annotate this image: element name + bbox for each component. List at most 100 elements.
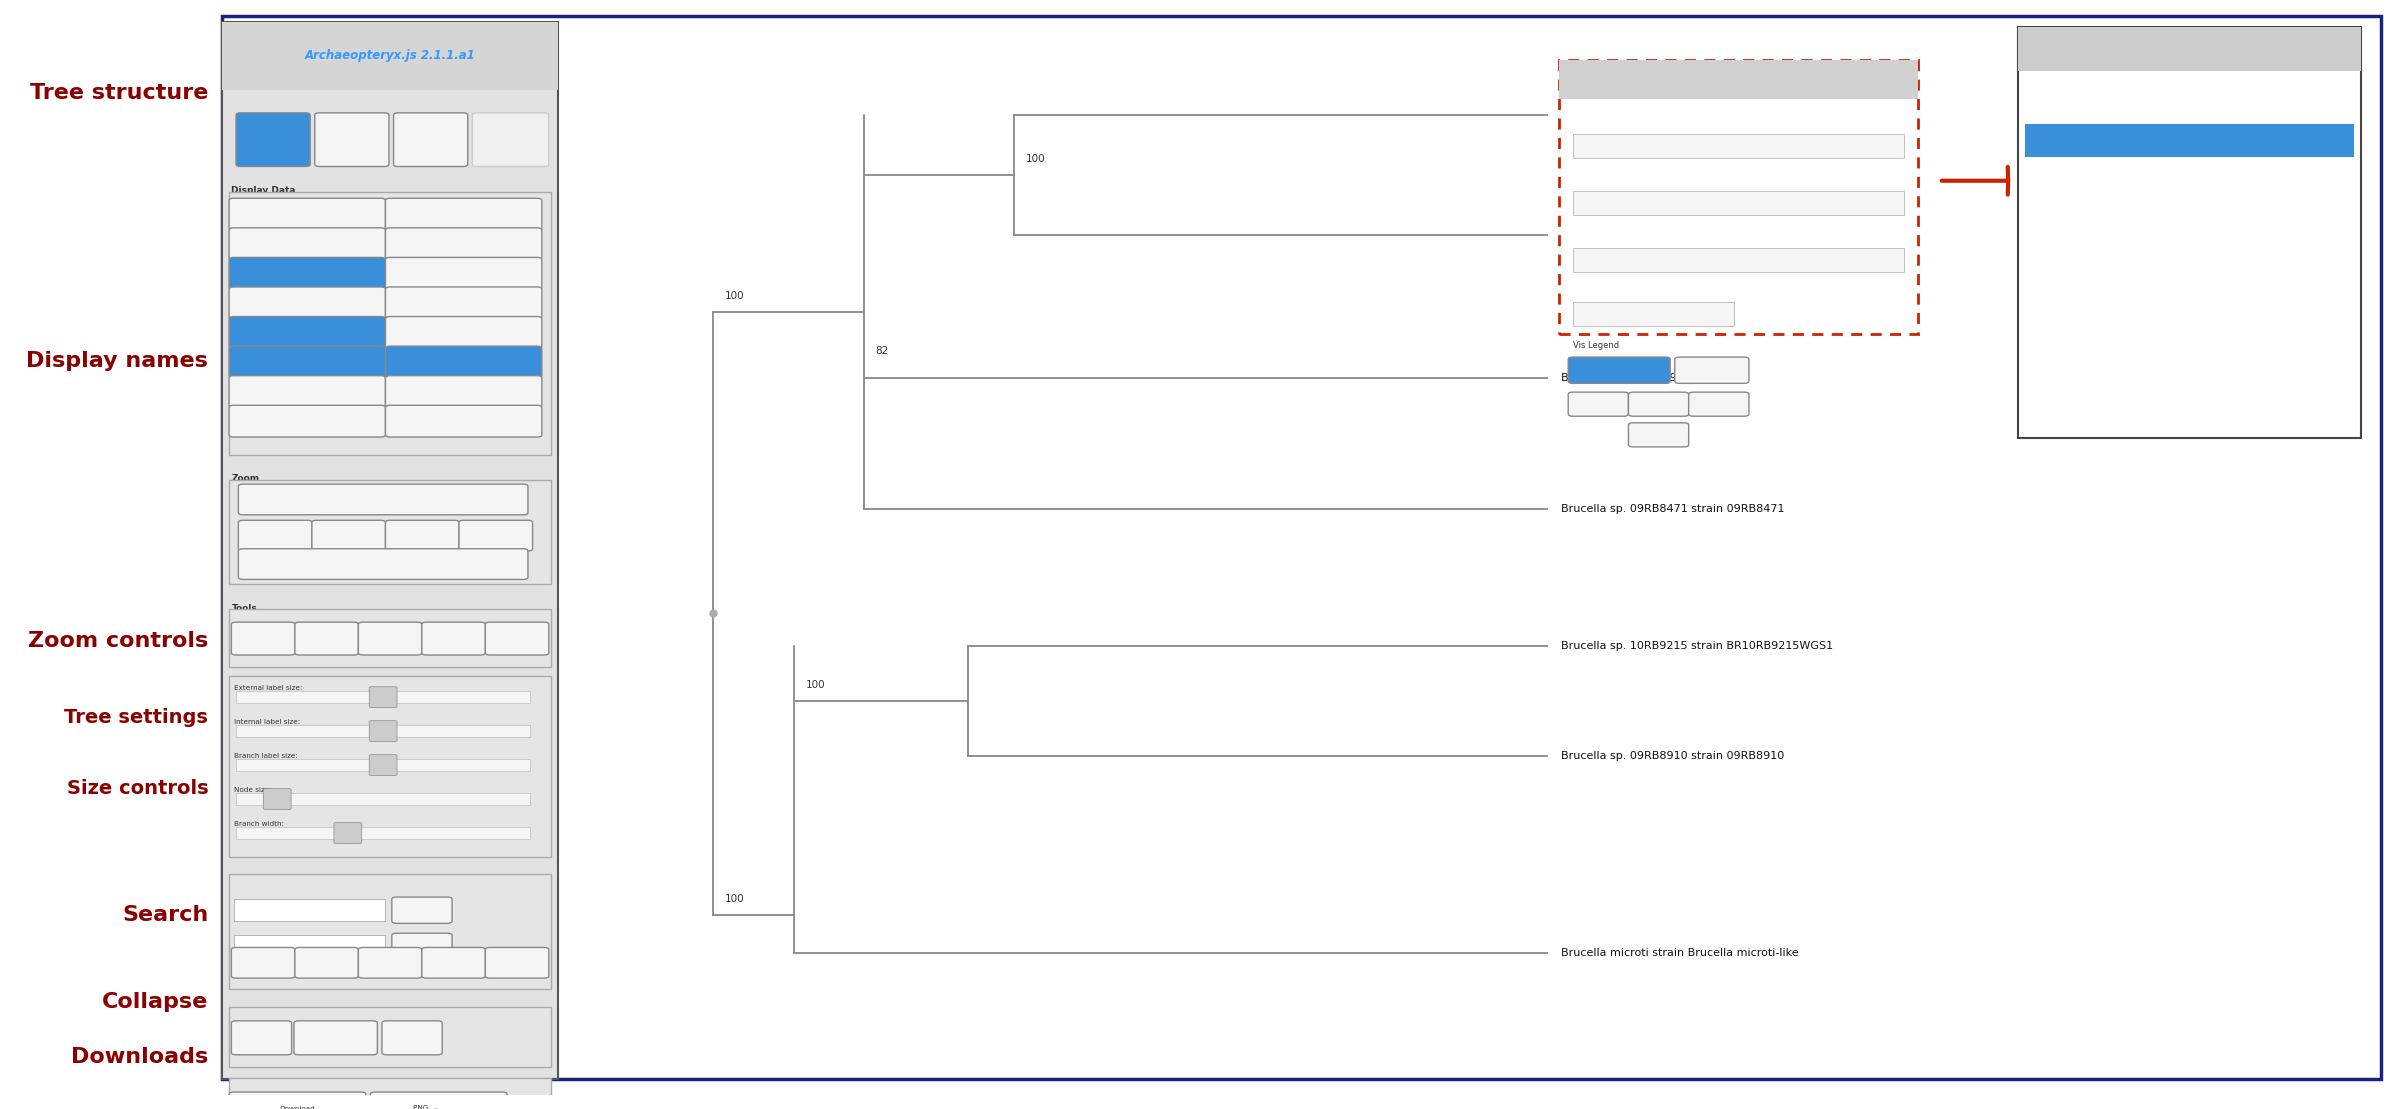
Text: default: default [1594, 255, 1620, 264]
FancyBboxPatch shape [486, 947, 548, 978]
Text: Visualizations: Visualizations [2147, 44, 2233, 54]
Text: Brucella microti strain Brucella microti-like: Brucella microti strain Brucella microti… [1560, 948, 1800, 958]
Text: Search: Search [122, 905, 208, 925]
FancyBboxPatch shape [392, 113, 467, 166]
Text: Downloads: Downloads [72, 1047, 208, 1067]
FancyBboxPatch shape [2024, 124, 2355, 156]
Text: collection_year: collection_year [280, 241, 335, 247]
FancyBboxPatch shape [2017, 28, 2359, 438]
FancyBboxPatch shape [2024, 299, 2355, 332]
Text: Branch width:: Branch width: [235, 821, 285, 827]
Text: Node Shape:: Node Shape: [1572, 231, 1627, 241]
Text: Display Data: Display Data [232, 186, 297, 195]
FancyBboxPatch shape [2024, 159, 2355, 192]
Text: N: N [514, 958, 519, 967]
Text: Label Color:: Label Color: [1572, 115, 1622, 124]
FancyBboxPatch shape [230, 316, 385, 348]
Text: v: v [1656, 431, 1661, 438]
FancyBboxPatch shape [230, 675, 550, 856]
FancyBboxPatch shape [385, 346, 541, 378]
Text: Vi.: Vi. [1572, 318, 1582, 327]
Text: U: U [450, 634, 457, 643]
FancyBboxPatch shape [1630, 393, 1689, 416]
FancyBboxPatch shape [369, 721, 397, 742]
Text: W: W [323, 958, 330, 967]
FancyBboxPatch shape [232, 947, 294, 978]
Text: Brucella sp. 09RB8471 strain 09RB8471: Brucella sp. 09RB8471 strain 09RB8471 [1560, 505, 1785, 515]
Text: Search: Search [232, 874, 266, 883]
Text: Node Fill Color:: Node Fill Color: [1572, 174, 1637, 183]
Text: 100: 100 [725, 292, 744, 302]
Text: R1: R1 [321, 634, 333, 643]
Text: Internal label size:: Internal label size: [235, 719, 299, 725]
Text: 100: 100 [725, 894, 744, 904]
FancyBboxPatch shape [230, 874, 550, 989]
FancyBboxPatch shape [223, 22, 558, 90]
Text: X+: X+ [491, 531, 503, 540]
Text: Brucella sp. B13-0095: Brucella sp. B13-0095 [1560, 373, 1685, 383]
FancyBboxPatch shape [2024, 228, 2355, 262]
FancyBboxPatch shape [237, 759, 531, 771]
Text: Branch Vis: Branch Vis [445, 418, 483, 424]
FancyBboxPatch shape [230, 257, 385, 289]
Text: Size controls: Size controls [67, 780, 208, 798]
Text: O: O [261, 634, 266, 643]
Text: M: M [514, 634, 519, 643]
FancyBboxPatch shape [335, 823, 361, 844]
Text: Tree structure: Tree structure [29, 83, 208, 103]
Text: C: C [426, 134, 433, 144]
FancyBboxPatch shape [1675, 357, 1749, 384]
FancyBboxPatch shape [1630, 423, 1689, 447]
Text: Brucella inopinata FO700662: Brucella inopinata FO700662 [1560, 231, 1723, 241]
FancyBboxPatch shape [230, 480, 550, 583]
Text: Branch label size:: Branch label size: [235, 753, 297, 759]
Text: Y-: Y- [380, 560, 385, 569]
Text: Branch Length: Branch Length [438, 329, 491, 335]
Text: isolation_count: isolation_count [280, 299, 335, 306]
Text: Download: Download [280, 1106, 316, 1109]
Text: R: R [419, 907, 424, 913]
FancyBboxPatch shape [359, 622, 421, 655]
Text: Zoom controls: Zoom controls [29, 631, 208, 651]
FancyBboxPatch shape [392, 897, 452, 924]
Text: Node size:: Node size: [235, 787, 270, 793]
FancyBboxPatch shape [223, 22, 558, 1079]
Text: Display names: Display names [26, 352, 208, 372]
Text: Archaeopteryx.js 2.1.1.a1: Archaeopteryx.js 2.1.1.a1 [304, 50, 476, 62]
FancyBboxPatch shape [385, 405, 541, 437]
Text: isolation_count: isolation_count [2041, 344, 2125, 355]
FancyBboxPatch shape [1572, 191, 1905, 215]
Text: host_common_nam: host_common_nam [2041, 379, 2149, 390]
Text: Collapse Depth: Collapse Depth [232, 1007, 309, 1016]
FancyBboxPatch shape [230, 1092, 366, 1109]
FancyBboxPatch shape [230, 199, 385, 230]
FancyBboxPatch shape [1558, 60, 1919, 99]
Text: PNG  ⌄: PNG ⌄ [414, 1106, 438, 1109]
FancyBboxPatch shape [237, 113, 311, 166]
Text: Brucella FO700662: Brucella FO700662 [1560, 110, 1668, 120]
FancyBboxPatch shape [2024, 194, 2355, 226]
FancyBboxPatch shape [263, 788, 292, 810]
FancyBboxPatch shape [421, 622, 486, 655]
FancyBboxPatch shape [459, 520, 534, 551]
FancyBboxPatch shape [2024, 334, 2355, 367]
FancyBboxPatch shape [1572, 247, 1905, 272]
Text: 100: 100 [1027, 154, 1046, 164]
FancyBboxPatch shape [230, 1007, 550, 1067]
FancyBboxPatch shape [1572, 133, 1905, 157]
Text: Vi.: Vi. [2032, 426, 2044, 435]
Text: Show: Show [1608, 366, 1630, 375]
FancyBboxPatch shape [385, 316, 541, 348]
Text: genome_name: genome_name [2041, 274, 2125, 284]
FancyBboxPatch shape [230, 346, 385, 378]
FancyBboxPatch shape [2024, 264, 2355, 297]
FancyBboxPatch shape [421, 947, 486, 978]
FancyBboxPatch shape [2024, 369, 2355, 401]
Text: collection_year: collection_year [2041, 204, 2125, 215]
FancyBboxPatch shape [230, 609, 550, 667]
FancyBboxPatch shape [230, 192, 550, 455]
Text: Node Name: Node Name [285, 211, 328, 217]
FancyBboxPatch shape [294, 622, 359, 655]
FancyBboxPatch shape [385, 287, 541, 318]
Text: Tree settings: Tree settings [65, 708, 208, 726]
